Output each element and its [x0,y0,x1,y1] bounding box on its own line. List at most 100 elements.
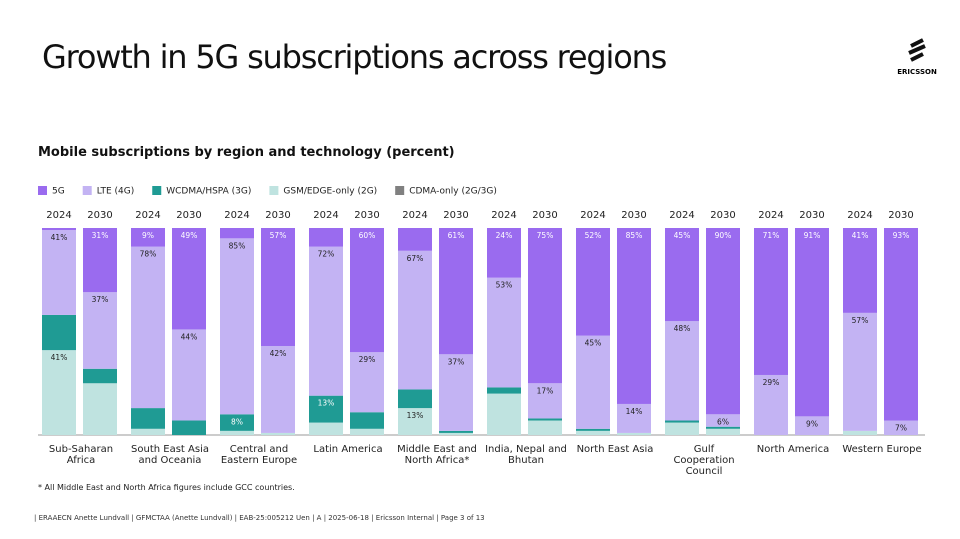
bar-segment [131,246,165,409]
bar-segment [439,228,473,355]
legend-swatch [269,186,279,195]
bar-segment [843,228,877,313]
value-label: 41% [852,231,869,240]
year-label: 2024 [580,210,605,221]
region-label: South East Asia and Oceania [131,444,209,466]
value-label: 37% [448,357,465,366]
logo-mark [908,38,926,62]
year-label: 2024 [491,210,516,221]
bar-segment [172,228,206,330]
bar-segment [665,321,699,421]
bar-segment [576,228,610,336]
bar-segment [439,430,473,433]
bar-segment [172,420,206,435]
bar-segment [42,230,76,315]
bar-segment [665,228,699,322]
bar-segment [42,228,76,231]
bar-segment [261,228,295,346]
logo: ERICSSON [894,38,940,76]
year-label: 2030 [87,210,112,221]
bar-segment [350,412,384,429]
legend-label: GSM/EDGE-only (2G) [283,187,377,197]
bar-segment [398,408,432,435]
bar-segment [665,420,699,423]
year-label: 2030 [176,210,201,221]
value-label: 29% [359,355,376,364]
bar-segment [83,292,117,369]
year-label: 2024 [669,210,694,221]
value-label: 9% [806,419,818,428]
bar-segment [706,414,740,427]
legend-label: 5G [52,187,65,197]
bar-segment [172,329,206,421]
year-label: 2024 [313,210,338,221]
footer: | ERAAECN Anette Lundvall | GFMCTAA (Ane… [34,514,485,522]
bar-segment [309,395,343,423]
legend-label: CDMA-only (2G/3G) [409,187,497,197]
bar-segment [884,228,918,421]
value-label: 24% [496,231,513,240]
value-label: 57% [270,231,287,240]
bar-segment [309,422,343,435]
value-label: 42% [270,349,287,358]
year-label: 2024 [847,210,872,221]
value-label: 9% [142,231,154,240]
bar-segment [843,312,877,431]
bar-segment [617,228,651,404]
value-label: 49% [181,231,198,240]
value-label: 13% [407,411,424,420]
bar-segment [42,350,76,435]
bar-segment [843,430,877,435]
bar-segment [754,374,788,435]
year-label: 2030 [621,210,646,221]
year-label: 2030 [799,210,824,221]
legend-label: WCDMA/HSPA (3G) [166,187,251,197]
value-label: 85% [229,241,246,250]
bar-segment [83,368,117,384]
region-label: India, Nepal and Bhutan [485,444,567,466]
value-label: 60% [359,231,376,240]
value-label: 75% [537,231,554,240]
bar-segment [261,432,295,435]
bar-segment [398,228,432,251]
bar-segment [261,345,295,433]
bar-segment [576,428,610,431]
bar-segment [795,416,829,435]
bar-segment [795,228,829,417]
value-label: 7% [895,424,907,433]
bar-segment [220,238,254,415]
value-label: 41% [51,353,68,362]
bar-segment [83,228,117,293]
bar-segment [576,335,610,429]
region-label: North East Asia [576,444,654,455]
value-label: 71% [763,231,780,240]
bar-segment [754,228,788,375]
value-label: 72% [318,250,335,259]
value-label: 8% [231,417,243,426]
bar-segment [131,408,165,429]
year-label: 2024 [402,210,427,221]
value-label: 41% [51,233,68,242]
title: Growth in 5G subscriptions across region… [42,38,667,76]
value-label: 91% [804,231,821,240]
year-label: 2024 [135,210,160,221]
legend-swatch [395,186,405,195]
bar-segment [398,389,432,409]
bar-segment [528,228,562,384]
value-label: 6% [717,417,729,426]
bar-segment [350,352,384,413]
bar-segment [487,387,521,394]
legend-swatch [38,186,47,195]
value-label: 44% [181,332,198,341]
bar-segment [309,246,343,396]
value-label: 48% [674,324,691,333]
bar-segment [220,228,254,239]
bar-segment [706,428,740,435]
value-label: 78% [140,250,157,259]
bar-segment [665,422,699,435]
bar-segment [83,383,117,435]
bar-segment [220,430,254,435]
bar-segment [487,393,521,435]
value-label: 14% [626,407,643,416]
legend-label: LTE (4G) [97,187,135,197]
